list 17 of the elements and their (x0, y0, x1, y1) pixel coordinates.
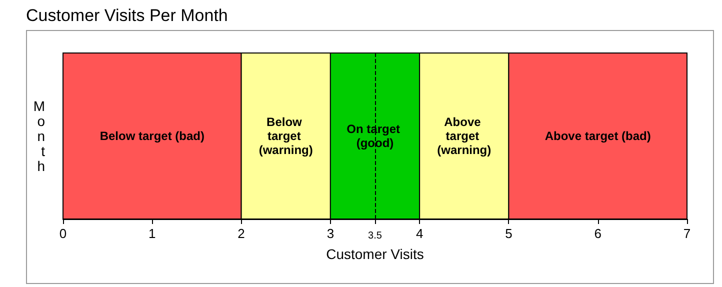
x-tick-label: 0 (59, 226, 67, 241)
x-tick-label: 3 (326, 226, 334, 241)
chart-title: Customer Visits Per Month (26, 6, 228, 26)
y-axis-title: Month (33, 98, 46, 174)
x-tick-label: 7 (683, 226, 691, 241)
x-tick-label: 1 (148, 226, 156, 241)
x-tick-label: 2 (238, 226, 245, 241)
x-tick-label: 4 (416, 226, 424, 241)
band-label: Below target (warning) (258, 115, 313, 157)
band-label: On target (good) (346, 122, 404, 150)
x-axis-title: Customer Visits (326, 246, 424, 262)
x-tick-label: 3.5 (368, 230, 382, 242)
band-label: Below target (bad) (100, 129, 204, 143)
band-label: Above target (warning) (437, 115, 492, 157)
x-tick-label: 6 (594, 226, 602, 241)
band-label: Above target (bad) (544, 129, 651, 143)
x-tick-label: 5 (505, 226, 512, 241)
